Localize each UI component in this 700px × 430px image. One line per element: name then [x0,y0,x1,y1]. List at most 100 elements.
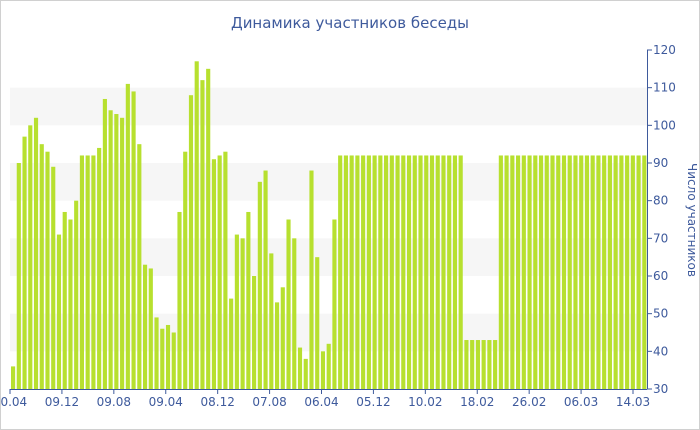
bar [401,155,406,389]
bar [630,155,635,389]
bar [435,155,440,389]
bar [309,170,314,389]
bar [418,155,423,389]
x-tick-label: 09.04 [149,395,183,409]
bar [211,159,216,389]
bar [366,155,371,389]
bar [338,155,343,389]
bar [74,200,79,389]
axes-group [10,50,648,390]
bar [619,155,624,389]
bar [79,155,84,389]
bar [498,155,503,389]
bar [28,125,33,389]
bar [148,268,153,389]
bar [447,155,452,389]
bar [452,155,458,389]
y-tick-label: 110 [653,81,676,95]
bar [56,234,62,389]
bar [269,253,274,389]
bar [464,340,469,389]
bar [68,219,73,389]
y-tick-label: 40 [653,344,668,358]
x-tick-label: 06.04 [304,395,338,409]
y-axis-ticks: 30 40 50 60 70 80 90 100 110 120 [647,43,676,396]
bar [389,155,394,389]
x-tick-label: 10.02 [408,395,442,409]
bar [137,144,142,389]
bar [171,332,176,389]
bar [320,351,326,389]
bar [257,181,262,389]
y-tick-label: 30 [653,382,668,396]
bar [590,155,595,389]
bar [602,155,607,389]
bar [33,117,39,390]
bar [263,170,268,389]
bar [45,151,50,389]
x-tick-label: 07.08 [252,395,286,409]
bar [579,155,584,389]
y-tick-label: 70 [653,231,668,245]
bar [200,80,205,389]
chart-title: Динамика участников беседы [231,14,469,32]
bar [584,155,590,389]
x-tick-label: 10.04 [0,395,27,409]
bar [406,155,412,389]
bar [642,155,647,389]
x-tick-label: 08.12 [200,395,234,409]
bar [16,163,21,389]
bar [470,340,475,389]
y-axis-label: Число участников [685,163,699,277]
x-tick-label: 18.02 [460,395,494,409]
bar [441,155,446,389]
y-tick-label: 90 [653,156,668,170]
bar [487,340,492,389]
x-tick-label: 09.12 [45,395,79,409]
bar [102,98,107,389]
x-tick-label: 06.03 [564,395,598,409]
bar [567,155,572,389]
bar [384,155,389,389]
x-tick-label: 26.02 [512,395,546,409]
bar [246,211,251,389]
bar [292,238,297,389]
y-tick-label: 60 [653,269,668,283]
y-tick-label: 100 [653,118,676,132]
bar [188,95,194,389]
bar [521,155,526,389]
bar [613,155,618,389]
bar [625,155,630,389]
bar [556,155,561,389]
bar [125,83,130,390]
bar [22,136,27,389]
x-tick-label: 14.03 [616,395,650,409]
bar [183,151,188,389]
bar [160,328,165,389]
bar [493,340,498,389]
bar [395,155,400,389]
bar [561,155,567,389]
bar [412,155,417,389]
bar [194,61,199,390]
bar [297,347,303,389]
bar [332,219,337,389]
bar [62,211,67,389]
bar [51,166,56,389]
bar [596,155,601,389]
bar [349,155,354,389]
bar [516,155,521,389]
bar [274,302,280,389]
bar [165,324,171,389]
bar [217,155,222,389]
bar [475,340,480,389]
bar [114,114,119,389]
bar [108,110,113,390]
bar [550,155,555,389]
bar [39,144,44,389]
bar [378,155,383,389]
bar [481,340,486,389]
bar [361,155,366,389]
bar [252,276,257,389]
